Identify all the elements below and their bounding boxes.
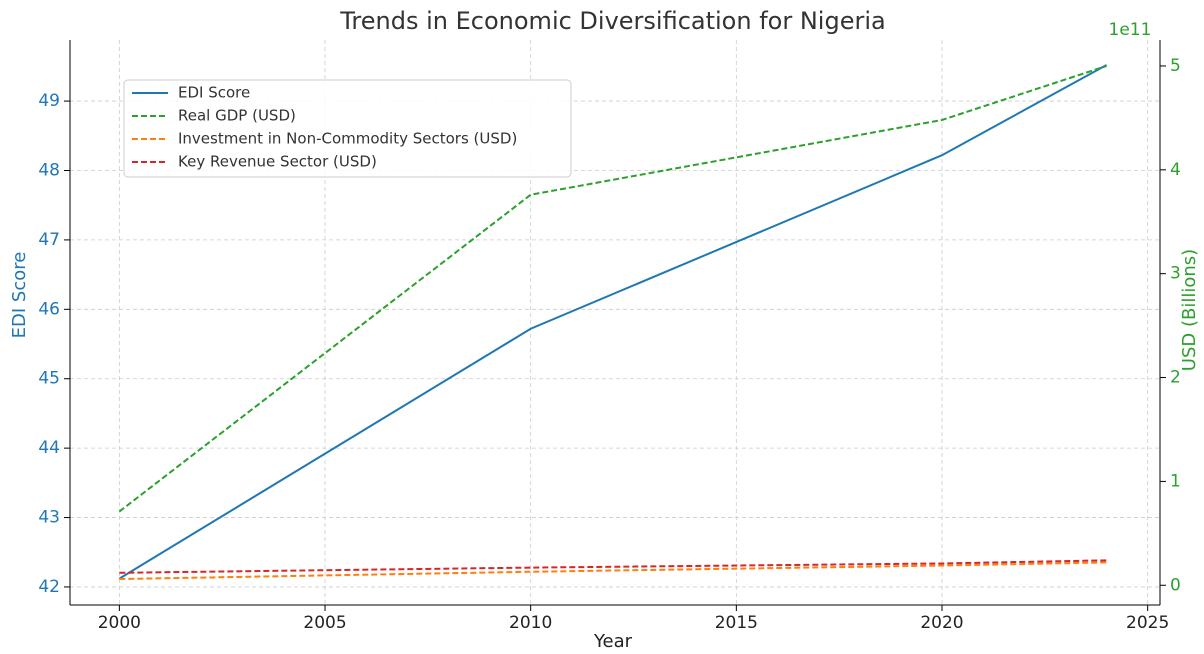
x-tick-label: 2010	[509, 613, 552, 633]
y2-tick-label: 0	[1170, 575, 1181, 595]
y2-tick-label: 5	[1170, 56, 1181, 76]
x-tick-label: 2005	[303, 613, 346, 633]
legend-label: Key Revenue Sector (USD)	[178, 153, 377, 171]
y2-axis-label: USD (Billions)	[1179, 249, 1200, 371]
legend-box	[123, 79, 572, 178]
series-line	[119, 561, 1107, 581]
y2-tick-label: 2	[1170, 368, 1181, 388]
y-tick-label: 42	[38, 577, 60, 597]
y-tick-label: 43	[38, 508, 60, 528]
y-axis-label: EDI Score	[9, 252, 30, 339]
y-tick-label: 46	[38, 299, 60, 319]
y-tick-label: 48	[38, 160, 60, 180]
x-tick-label: 2025	[1126, 613, 1169, 633]
legend-label: EDI Score	[178, 84, 250, 102]
legend-label: Real GDP (USD)	[178, 107, 296, 125]
y-tick-label: 47	[38, 230, 60, 250]
y2-tick-label: 4	[1170, 160, 1181, 180]
y-tick-label: 45	[38, 369, 60, 389]
series-line	[118, 64, 1108, 580]
y-tick-label: 49	[38, 91, 60, 111]
series-line	[119, 559, 1107, 574]
y2-tick-label: 1	[1170, 471, 1181, 491]
y2-tick-label: 3	[1170, 264, 1181, 284]
legend-label: Investment in Non-Commodity Sectors (USD…	[178, 130, 517, 148]
x-tick-label: 2020	[920, 613, 963, 633]
chart-title: Trends in Economic Diversification for N…	[339, 7, 885, 35]
x-tick-label: 2000	[98, 613, 141, 633]
y-tick-label: 44	[38, 438, 60, 458]
x-tick-label: 2015	[715, 613, 758, 633]
y2-offset-label: 1e11	[1109, 20, 1152, 40]
x-axis-label: Year	[593, 631, 633, 652]
